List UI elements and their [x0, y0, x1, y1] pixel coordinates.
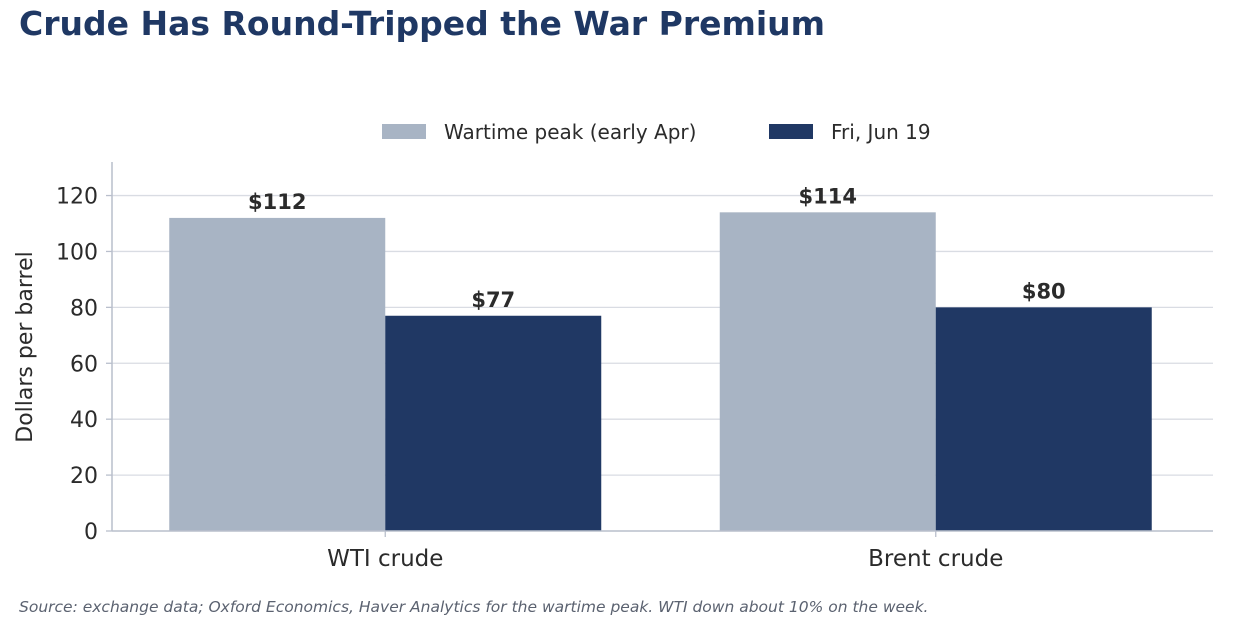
data-label: $77 — [471, 288, 515, 312]
legend: Wartime peak (early Apr) Fri, Jun 19 — [382, 120, 931, 144]
bar-current-brent — [935, 307, 1152, 531]
data-label: $114 — [799, 184, 857, 208]
x-tick-label: Brent crude — [868, 546, 1003, 572]
y-tick-label: 60 — [70, 352, 98, 377]
source-note: Source: exchange data; Oxford Economics,… — [19, 598, 929, 616]
y-tick-label: 20 — [70, 464, 98, 489]
data-label: $112 — [248, 190, 306, 214]
legend-label: Fri, Jun 19 — [831, 120, 931, 144]
x-tick-label: WTI crude — [327, 546, 443, 572]
legend-swatch — [769, 124, 813, 139]
y-axis-title: Dollars per barrel — [13, 251, 38, 442]
y-tick-label: 80 — [70, 296, 98, 321]
legend-label: Wartime peak (early Apr) — [444, 120, 696, 144]
data-labels: $112 $77 $114 $80 — [248, 184, 1066, 311]
axes: 0 20 40 60 80 100 120 WTI crude Brent crude — [56, 162, 1213, 572]
bar-peak-wti — [169, 217, 386, 531]
legend-swatch — [382, 124, 426, 139]
chart-title: Crude Has Round-Tripped the War Premium — [19, 4, 826, 43]
data-label: $80 — [1022, 279, 1066, 303]
y-tick-label: 120 — [56, 185, 98, 210]
y-tick-label: 0 — [84, 520, 98, 545]
y-tick-label: 40 — [70, 408, 98, 433]
bars — [169, 212, 1152, 531]
bar-current-wti — [385, 315, 602, 531]
bar-peak-brent — [719, 212, 936, 531]
y-tick-label: 100 — [56, 240, 98, 265]
